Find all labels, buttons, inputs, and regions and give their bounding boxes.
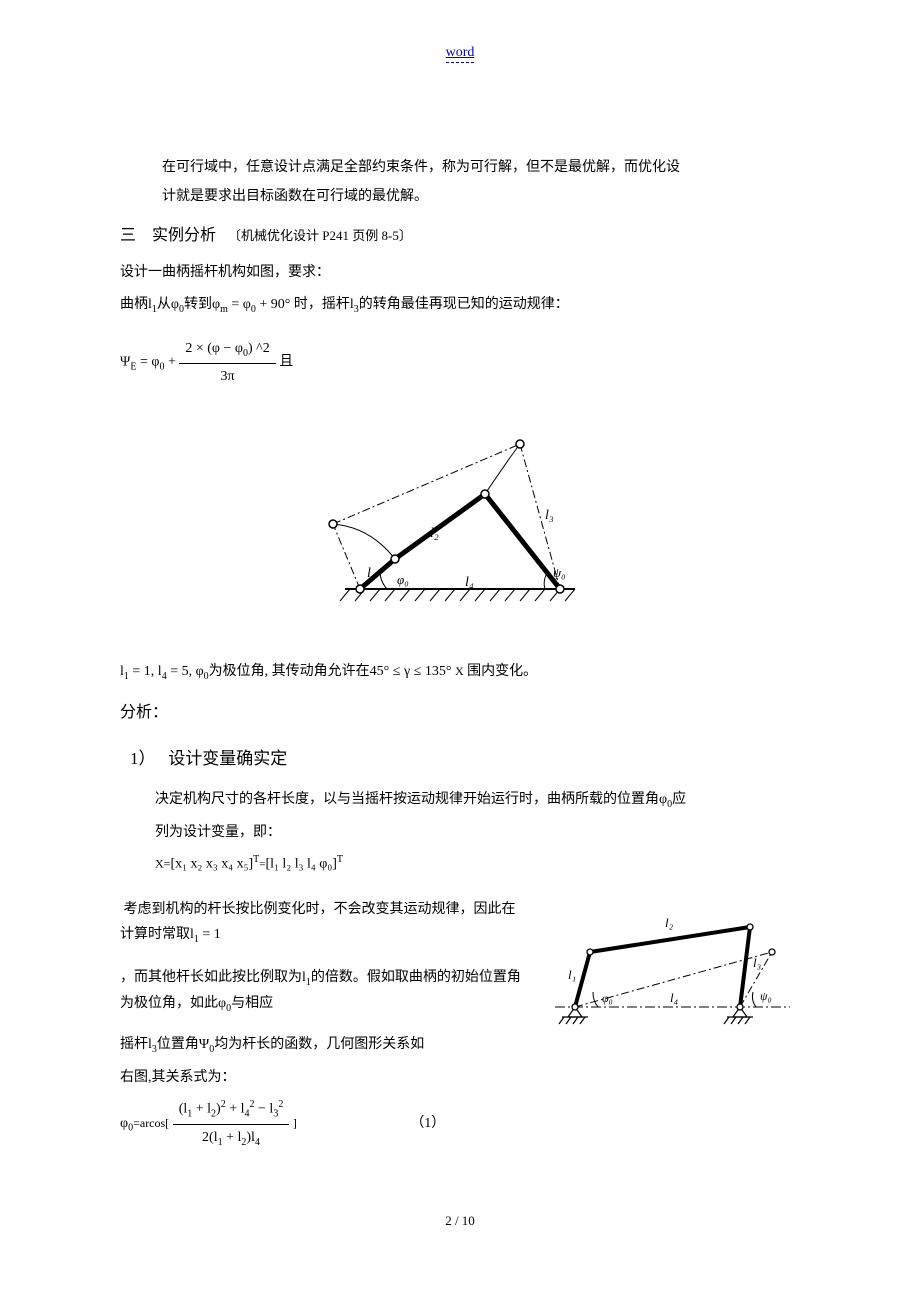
item-1-title: 1） 设计变量确实定	[130, 744, 800, 775]
item1-p1: 决定机构尺寸的各杆长度，以与当摇杆按运动规律开始运行时，曲柄所载的位置角φ0应	[120, 787, 800, 814]
header-link: word	[120, 40, 800, 65]
mechanism-diagram-2: l₁ l₂ l₃ l₄ φ₀ ψ₀	[540, 897, 800, 1027]
para2-p4: 右图,其关系式为：	[120, 1065, 800, 1090]
label-l2: l₂	[430, 526, 439, 541]
label-phi0: φ₀	[397, 572, 409, 587]
sec3-p1: 设计一曲柄摇杆机构如图，要求：	[120, 260, 800, 285]
sec3-num: 三	[120, 227, 136, 244]
label-l3: l₃	[545, 508, 554, 523]
diagram-2: l₁ l₂ l₃ l₄ φ₀ ψ₀	[540, 897, 800, 1036]
sec3-ref: 〔机械优化设计 P241 页例 8-5〕	[228, 228, 412, 243]
svg-text:φ₀: φ₀	[602, 991, 613, 1005]
condition-line: l1 = 1, l4 = 5, φ0为极位角, 其传动角允许在45° ≤ γ ≤…	[120, 659, 800, 686]
mechanism-diagram-1: l₁ l₂ l₃ l₄ φ₀ ψ₀	[295, 419, 625, 619]
svg-text:l₄: l₄	[670, 990, 679, 1005]
analysis-title: 分析：	[120, 699, 800, 728]
item1-p2: 列为设计变量，即：	[120, 820, 800, 845]
sec3-title: 实例分析	[152, 227, 216, 244]
label-psi0: ψ₀	[553, 565, 566, 580]
formula-psi-e: ΨE = φ0 + 2 × (φ − φ0) ^2 3π 且	[120, 336, 800, 389]
word-link[interactable]: word	[446, 45, 475, 63]
formula-phi0: φ0=arcos[ (l1 + l2)2 + l42 − l32 2(l1 + …	[120, 1096, 800, 1151]
label-l1: l₁	[367, 566, 376, 581]
section-3-title: 三 实例分析 〔机械优化设计 P241 页例 8-5〕	[120, 222, 800, 251]
para2-p3: 摇杆l3位置角Ψ0均为杆长的函数，几何图形关系如	[120, 1032, 800, 1059]
intro-p1: 在可行域中，任意设计点满足全部约束条件，称为可行解，但不是最优解，而优化设	[120, 155, 800, 180]
page-number: 2 / 10	[120, 1209, 800, 1232]
svg-text:ψ₀: ψ₀	[760, 989, 772, 1003]
requirement-line: 曲柄l1从φ0转到φm = φ0 + 90° 时，摇杆l3的转角最佳再现已知的运…	[120, 292, 800, 319]
svg-text:l₃: l₃	[753, 955, 761, 970]
diagram-1: l₁ l₂ l₃ l₄ φ₀ ψ₀	[120, 419, 800, 628]
svg-text:l₂: l₂	[665, 915, 674, 930]
x-vector: X=[x₁ x₂ x₃ x₄ x₅]T=[l₁ l₂ l₃ l₄ φ₀]T	[120, 851, 800, 877]
intro-p2: 计就是要求出目标函数在可行域的最优解。	[120, 184, 800, 209]
svg-text:l₁: l₁	[568, 967, 576, 982]
label-l4: l₄	[465, 575, 474, 590]
